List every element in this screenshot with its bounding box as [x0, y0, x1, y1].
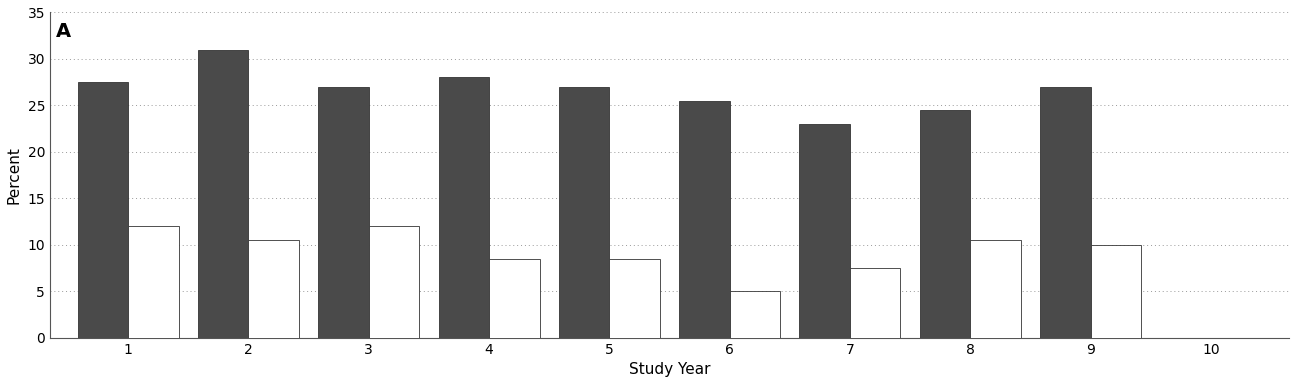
Bar — [800, 124, 850, 338]
Y-axis label: Percent: Percent — [6, 146, 22, 204]
X-axis label: Study Year: Study Year — [629, 362, 710, 377]
Bar — [369, 226, 420, 338]
Bar — [1090, 245, 1140, 338]
Bar — [559, 87, 609, 338]
Bar — [78, 82, 128, 338]
Bar — [850, 268, 901, 338]
Bar — [319, 87, 369, 338]
Bar — [438, 78, 489, 338]
Bar — [198, 50, 249, 338]
Bar — [971, 240, 1021, 338]
Bar — [1039, 87, 1090, 338]
Bar — [128, 226, 179, 338]
Bar — [249, 240, 299, 338]
Text: A: A — [56, 22, 71, 41]
Bar — [679, 101, 730, 338]
Bar — [730, 291, 780, 338]
Bar — [920, 110, 971, 338]
Bar — [609, 259, 660, 338]
Bar — [489, 259, 539, 338]
